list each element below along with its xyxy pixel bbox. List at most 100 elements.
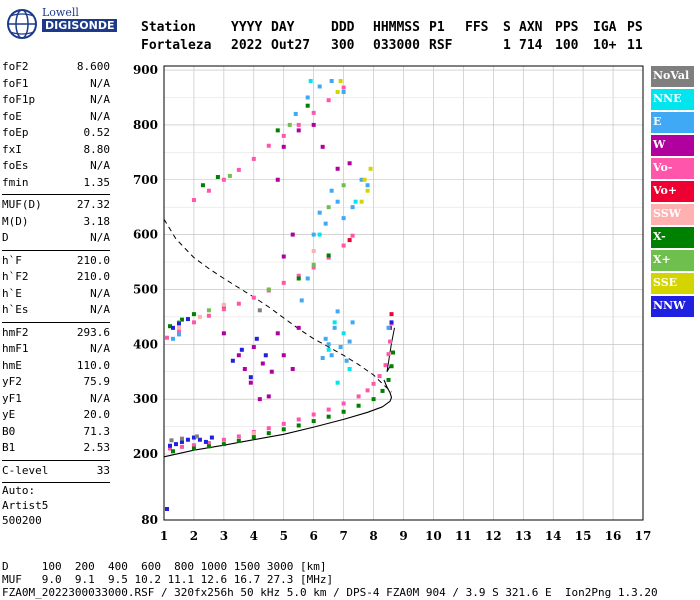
echo-point-vo (365, 388, 370, 393)
header-label-2: DAY (271, 20, 295, 35)
echo-point-vo (311, 110, 316, 115)
param-value: 75.9 (83, 375, 111, 388)
echo-point-vo (377, 374, 382, 379)
param-row: foE N/A (2, 110, 110, 127)
param-key: foF1p (2, 93, 36, 106)
param-key: MUF(D) (2, 198, 42, 211)
echo-point-e (329, 79, 334, 84)
echo-point-x (326, 414, 331, 419)
echo-point-nne (353, 199, 358, 204)
x-tick-label: 5 (280, 529, 288, 543)
header-label-9: PPS (555, 20, 579, 35)
param-key: foE (2, 109, 22, 123)
echo-point-sse (368, 166, 373, 171)
echo-point-x (227, 173, 232, 178)
echo-point-vo (191, 320, 196, 325)
echo-point-w (347, 161, 352, 166)
echo-point-sse (362, 177, 367, 182)
echo-point-x (275, 128, 280, 133)
echo-point-w (260, 361, 265, 366)
echo-point-x (386, 377, 391, 382)
echo-point-nnw (191, 435, 196, 440)
param-row: foEs N/A (2, 159, 110, 176)
param-row: yE 20.0 (2, 408, 110, 425)
param-value: N/A (90, 159, 110, 172)
param-key: h`F (2, 253, 22, 267)
echo-point-nne (347, 366, 352, 371)
echo-point-ssw (311, 249, 316, 254)
param-key: yF1 (2, 391, 22, 405)
echo-point-vo (206, 188, 211, 193)
header-label-5: P1 (429, 20, 445, 35)
echo-point-vo (326, 255, 331, 260)
echo-point-x (326, 205, 331, 210)
echo-point-vo (206, 313, 211, 318)
param-row: foF2 8.600 (2, 60, 110, 77)
legend-item-nnw: NNW (651, 296, 694, 317)
echo-point-vo (388, 339, 393, 344)
x-tick-label: 12 (485, 529, 502, 543)
echo-point-x (281, 427, 286, 432)
x-tick-label: 7 (339, 529, 347, 543)
header-label-8: AXN (519, 20, 543, 35)
param-value: N/A (90, 303, 110, 316)
param-value: 33 (96, 463, 110, 477)
echo-point-vo (341, 243, 346, 248)
x-tick-label: 14 (545, 529, 562, 543)
header-value-9: 100 (555, 38, 579, 53)
echo-point-w (251, 345, 256, 350)
echo-point-vo (296, 417, 301, 422)
echo-point-x (251, 434, 256, 439)
echo-point-x (296, 423, 301, 428)
echo-point-nnw (179, 439, 184, 444)
header-value-5: RSF (429, 38, 453, 53)
echo-point-w (221, 331, 226, 336)
param-row: D N/A (2, 231, 110, 248)
echo-point-w (242, 366, 247, 371)
param-value: N/A (90, 286, 110, 300)
echo-point-vo (266, 426, 271, 431)
echo-point-nnw (248, 375, 253, 380)
auto-method: Artist5 (2, 499, 49, 512)
legend-item-x: X+ (651, 250, 694, 271)
echo-point-x (311, 262, 316, 267)
echo-point-vo (341, 401, 346, 406)
param-row: foF1 N/A (2, 77, 110, 94)
echo-point-nnw (164, 507, 169, 511)
echo-point-noval (179, 436, 184, 441)
param-value: N/A (90, 342, 110, 355)
param-row: C-level 33 (2, 464, 110, 481)
param-key: h`Es (2, 303, 29, 316)
echo-point-e (365, 183, 370, 188)
param-key: hmE (2, 358, 22, 372)
echo-point-x (167, 324, 172, 329)
echo-point-w (248, 380, 253, 385)
echo-point-e (332, 325, 337, 330)
legend-item-sse: SSE (651, 273, 694, 294)
auto-label: Auto: (2, 484, 36, 497)
echo-point-x (305, 103, 310, 108)
digisonde-logo: Lowell DIGISONDE (4, 6, 134, 46)
logo-text-lowell: Lowell (42, 6, 79, 19)
echo-point-e (341, 89, 346, 94)
echo-point-e (299, 298, 304, 303)
param-key: B0 (2, 424, 16, 438)
auto-version: 500200 (2, 514, 42, 527)
param-value: N/A (90, 231, 110, 244)
param-key: yE (2, 408, 16, 421)
param-row: MUF(D) 27.32 (2, 198, 110, 215)
header-value-11: 11 (627, 38, 643, 53)
echo-point-vo (311, 265, 316, 270)
echo-point-w (281, 353, 286, 358)
echo-point-w (290, 366, 295, 371)
echo-point-nne (308, 79, 313, 84)
echo-point-x (170, 449, 175, 454)
echo-point-e (170, 336, 175, 341)
param-row: hmF2 293.6 (2, 326, 110, 343)
header-label-6: FFS (465, 20, 489, 35)
param-row: h`F 210.0 (2, 254, 110, 271)
param-row: fmin 1.35 (2, 176, 110, 193)
echo-point-nne (332, 320, 337, 325)
legend-item-ssw: SSW (651, 204, 694, 225)
